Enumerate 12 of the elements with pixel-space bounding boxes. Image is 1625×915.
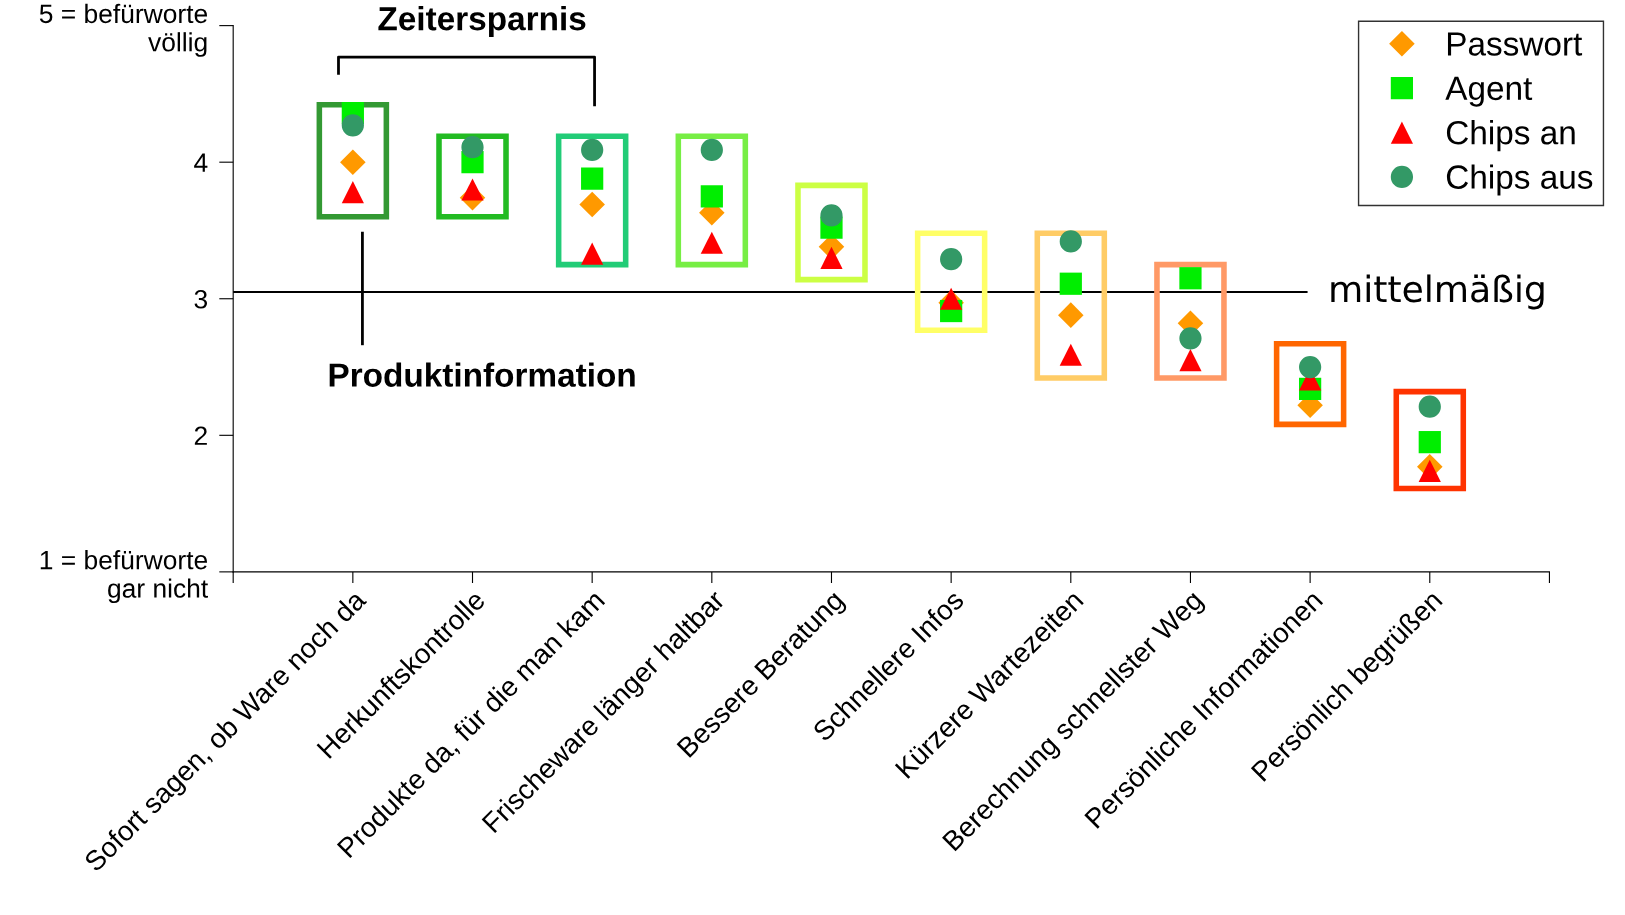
y-tick-label: 2: [194, 426, 207, 445]
y-tick-label: 4: [194, 153, 208, 172]
legend-label: Passwort: [1447, 32, 1583, 56]
y-tick-label: 3: [194, 289, 208, 309]
y-tick-label: 5 = befürworte völlig: [39, 3, 208, 57]
legend-label: Agent: [1445, 76, 1533, 107]
legend-label: Chips aus: [1446, 164, 1593, 196]
legend-label: Chips an: [1446, 120, 1575, 152]
y-tick-label: 1 = befürworte gar nicht: [40, 550, 208, 604]
ref-line-label: mittelmäßig: [1331, 274, 1544, 310]
annotation: Produktinformation: [329, 362, 635, 387]
annotation: Zeitersparnis: [378, 5, 586, 38]
